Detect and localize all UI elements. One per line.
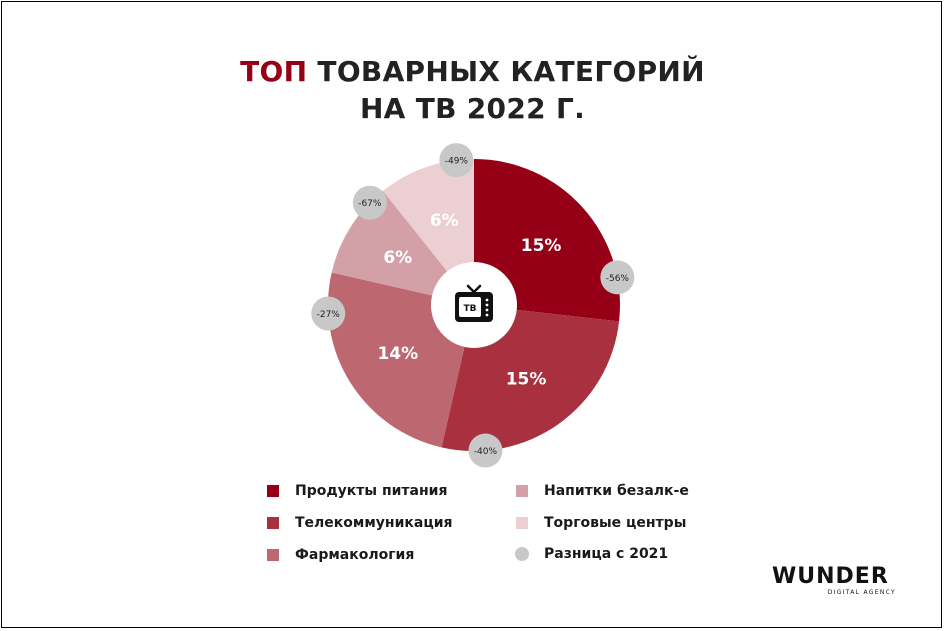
diff-label-malls: -49% bbox=[445, 157, 469, 167]
slice-label-malls: 6% bbox=[430, 211, 459, 231]
wunder-logo: WUNDER DIGITAL AGENCY bbox=[772, 564, 896, 597]
legend-label: Разница с 2021 bbox=[544, 546, 669, 562]
legend-label: Торговые центры bbox=[544, 515, 687, 531]
legend-swatch bbox=[516, 517, 528, 529]
diff-label-food: -56% bbox=[606, 274, 630, 284]
title-rest: ТОВАРНЫХ КАТЕГОРИЙ bbox=[307, 55, 705, 88]
slice-food bbox=[474, 159, 620, 322]
diff-badge-telecom bbox=[468, 433, 503, 468]
tv-icon: ТВ bbox=[455, 284, 493, 322]
slice-malls bbox=[382, 159, 474, 305]
legend-swatch bbox=[516, 485, 528, 497]
legend-item-malls: Торговые центры bbox=[516, 515, 686, 531]
diff-badge-pharma bbox=[311, 296, 346, 331]
diff-badge-food bbox=[600, 260, 635, 295]
diff-badge-malls bbox=[439, 143, 474, 178]
legend-swatch-circle bbox=[515, 547, 529, 561]
legend-swatch bbox=[267, 549, 279, 561]
chart-title-line2: НА ТВ 2022 Г. bbox=[359, 92, 586, 125]
diff-label-pharma: -27% bbox=[317, 310, 341, 320]
slice-label-pharma: 14% bbox=[377, 344, 418, 364]
legend-item-diff: Разница с 2021 bbox=[515, 546, 668, 562]
legend-item-drinks: Напитки безалк-е bbox=[516, 483, 689, 499]
slice-label-telecom: 15% bbox=[506, 369, 547, 389]
diff-badge-drinks bbox=[352, 185, 387, 220]
slice-label-drinks: 6% bbox=[383, 248, 412, 268]
legend-label: Продукты питания bbox=[295, 483, 448, 499]
legend-item-pharma: Фармакология bbox=[267, 547, 414, 563]
tv-icon-label: ТВ bbox=[464, 304, 477, 314]
logo-main-text: WUNDER bbox=[772, 564, 889, 589]
legend-item-food: Продукты питания bbox=[267, 483, 447, 499]
chart-title-line1: ТОП ТОВАРНЫХ КАТЕГОРИЙ bbox=[0, 55, 945, 88]
legend-label: Телекоммуникация bbox=[295, 515, 453, 531]
legend-label: Напитки безалк-е bbox=[544, 483, 689, 499]
legend-item-telecom: Телекоммуникация bbox=[267, 515, 453, 531]
legend-label: Фармакология bbox=[295, 547, 415, 563]
legend-swatch bbox=[267, 485, 279, 497]
diff-label-telecom: -40% bbox=[474, 447, 498, 457]
diff-label-drinks: -67% bbox=[358, 199, 382, 209]
logo-sub-text: DIGITAL AGENCY bbox=[827, 589, 896, 596]
legend-swatch bbox=[267, 517, 279, 529]
title-accent: ТОП bbox=[240, 55, 308, 88]
slice-label-food: 15% bbox=[521, 236, 562, 256]
